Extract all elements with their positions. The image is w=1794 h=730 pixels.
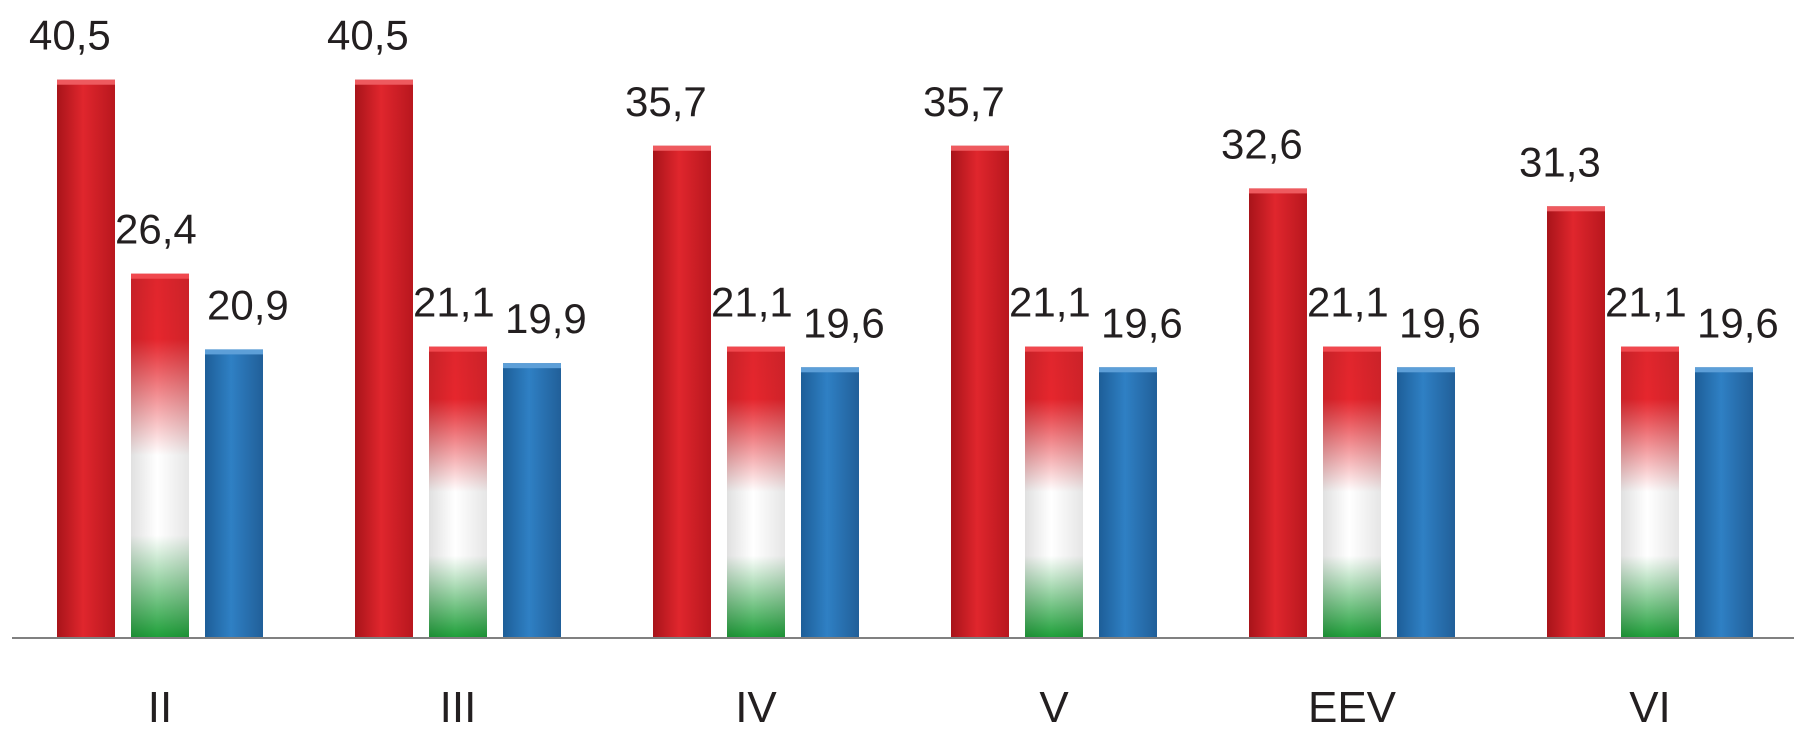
value-label-ii-series-3: 20,9 bbox=[207, 281, 289, 328]
bar-top-cap-ii-series-3 bbox=[205, 349, 263, 355]
value-label-eev-series-2: 21,1 bbox=[1307, 279, 1389, 326]
bar-ii-series-1 bbox=[57, 79, 115, 638]
category-label-v: V bbox=[1039, 683, 1069, 730]
bar-top-cap-iii-series-1 bbox=[355, 79, 413, 85]
value-label-ii-series-1: 40,5 bbox=[29, 12, 111, 59]
bar-shade-eev bbox=[1323, 346, 1381, 637]
bar-iii-series-1 bbox=[355, 79, 413, 638]
bar-top-cap-eev-series-1 bbox=[1249, 188, 1307, 194]
bar-shade-iv bbox=[727, 346, 785, 637]
value-labels-layer: 40,526,420,940,521,1 19,935,721,1 19,635,7… bbox=[29, 12, 1779, 347]
category-label-iii: III bbox=[440, 683, 477, 730]
bar-shade-v bbox=[1025, 346, 1083, 637]
bar-top-cap-iv-series-2 bbox=[727, 346, 785, 352]
value-label-ii-series-2: 26,4 bbox=[115, 206, 197, 253]
value-label-vi-series-2: 21,1 bbox=[1605, 279, 1687, 326]
bar-shade-ii bbox=[131, 273, 189, 637]
bar-top-cap-iii-series-3 bbox=[503, 363, 561, 369]
bar-shade-iii bbox=[429, 346, 487, 637]
value-label-iii-series-2: 21,1 bbox=[413, 279, 495, 326]
value-label-iii-series-1: 40,5 bbox=[327, 12, 409, 59]
value-label-v-series-2: 21,1 bbox=[1009, 279, 1091, 326]
value-label-iv-series-1: 35,7 bbox=[625, 78, 707, 125]
category-labels-layer: II III IV V EEV VI bbox=[148, 683, 1671, 730]
bar-top-cap-v-series-2 bbox=[1025, 346, 1083, 352]
bar-eev-series-3 bbox=[1397, 367, 1455, 637]
bar-top-cap-vi-series-1 bbox=[1547, 206, 1605, 212]
bar-top-cap-ii-series-2 bbox=[131, 273, 189, 279]
bar-iv-series-3 bbox=[801, 367, 859, 637]
bar-shade-vi bbox=[1621, 346, 1679, 637]
bar-top-cap-iii-series-2 bbox=[429, 346, 487, 352]
category-label-eev: EEV bbox=[1308, 683, 1397, 730]
value-label-v-series-3: 19,6 bbox=[1101, 299, 1183, 346]
bar-top-cap-vi-series-2 bbox=[1621, 346, 1679, 352]
bar-top-cap-vi-series-3 bbox=[1695, 367, 1753, 373]
bar-top-cap-iv-series-3 bbox=[801, 367, 859, 373]
value-label-v-series-1: 35,7 bbox=[923, 78, 1005, 125]
value-label-iv-series-3: 19,6 bbox=[803, 299, 885, 346]
value-label-vi-series-3: 19,6 bbox=[1697, 299, 1779, 346]
bar-iii-series-3 bbox=[503, 363, 561, 637]
category-label-iv: IV bbox=[735, 683, 777, 730]
bar-vi-series-1 bbox=[1547, 206, 1605, 637]
bar-top-cap-eev-series-2 bbox=[1323, 346, 1381, 352]
bar-vi-series-3 bbox=[1695, 367, 1753, 637]
bar-ii-series-3 bbox=[205, 349, 263, 637]
bar-v-series-1 bbox=[951, 145, 1009, 637]
value-label-eev-series-3: 19,6 bbox=[1399, 299, 1481, 346]
value-label-vi-series-1: 31,3 bbox=[1519, 138, 1601, 185]
value-label-eev-series-1: 32,6 bbox=[1221, 120, 1303, 167]
bar-top-cap-v-series-3 bbox=[1099, 367, 1157, 373]
bar-top-cap-v-series-1 bbox=[951, 145, 1009, 151]
category-label-ii: II bbox=[148, 683, 172, 730]
category-label-vi: VI bbox=[1629, 683, 1671, 730]
bar-iv-series-1 bbox=[653, 145, 711, 637]
bar-top-cap-ii-series-1 bbox=[57, 79, 115, 85]
bar-eev-series-1 bbox=[1249, 188, 1307, 637]
bar-top-cap-eev-series-3 bbox=[1397, 367, 1455, 373]
bars-layer bbox=[57, 79, 1753, 638]
value-label-iv-series-2: 21,1 bbox=[711, 279, 793, 326]
value-label-iii-series-3: 19,9 bbox=[505, 295, 587, 342]
bar-v-series-3 bbox=[1099, 367, 1157, 637]
bar-top-cap-iv-series-1 bbox=[653, 145, 711, 151]
